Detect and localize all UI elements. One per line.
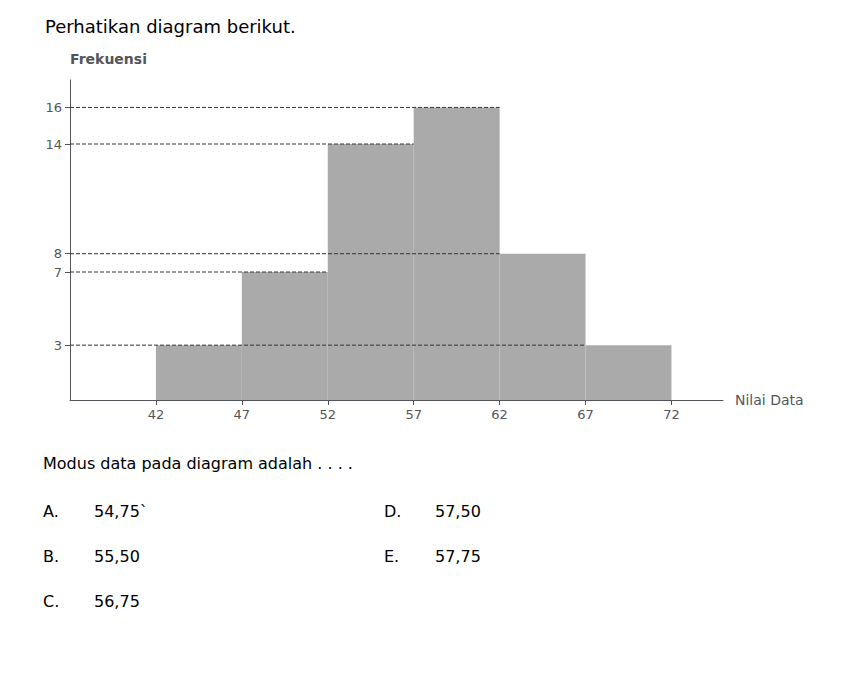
svg-text:57,50: 57,50 (435, 502, 481, 521)
svg-text:Nilai Data: Nilai Data (735, 392, 804, 408)
svg-text:57,75: 57,75 (435, 547, 481, 566)
svg-text:67: 67 (577, 407, 594, 422)
svg-text:D.: D. (384, 502, 401, 521)
svg-text:62: 62 (491, 407, 508, 422)
svg-text:B.: B. (43, 547, 59, 566)
svg-text:42: 42 (148, 407, 165, 422)
svg-text:E.: E. (384, 547, 399, 566)
svg-text:54,75`: 54,75` (94, 502, 148, 521)
svg-text:Frekuensi: Frekuensi (70, 51, 147, 67)
svg-text:57: 57 (405, 407, 422, 422)
svg-text:72: 72 (663, 407, 680, 422)
svg-text:56,75: 56,75 (94, 592, 140, 611)
svg-text:8: 8 (54, 246, 62, 261)
svg-text:47: 47 (234, 407, 251, 422)
svg-text:52: 52 (319, 407, 336, 422)
svg-text:A.: A. (43, 502, 59, 521)
svg-text:Modus data pada diagram adalah: Modus data pada diagram adalah . . . . (43, 454, 353, 473)
svg-text:7: 7 (54, 265, 62, 280)
svg-text:C.: C. (43, 592, 59, 611)
svg-text:55,50: 55,50 (94, 547, 140, 566)
svg-text:Perhatikan diagram berikut.: Perhatikan diagram berikut. (45, 16, 296, 37)
svg-text:14: 14 (45, 137, 62, 152)
svg-text:16: 16 (45, 100, 62, 115)
svg-text:3: 3 (54, 338, 62, 353)
